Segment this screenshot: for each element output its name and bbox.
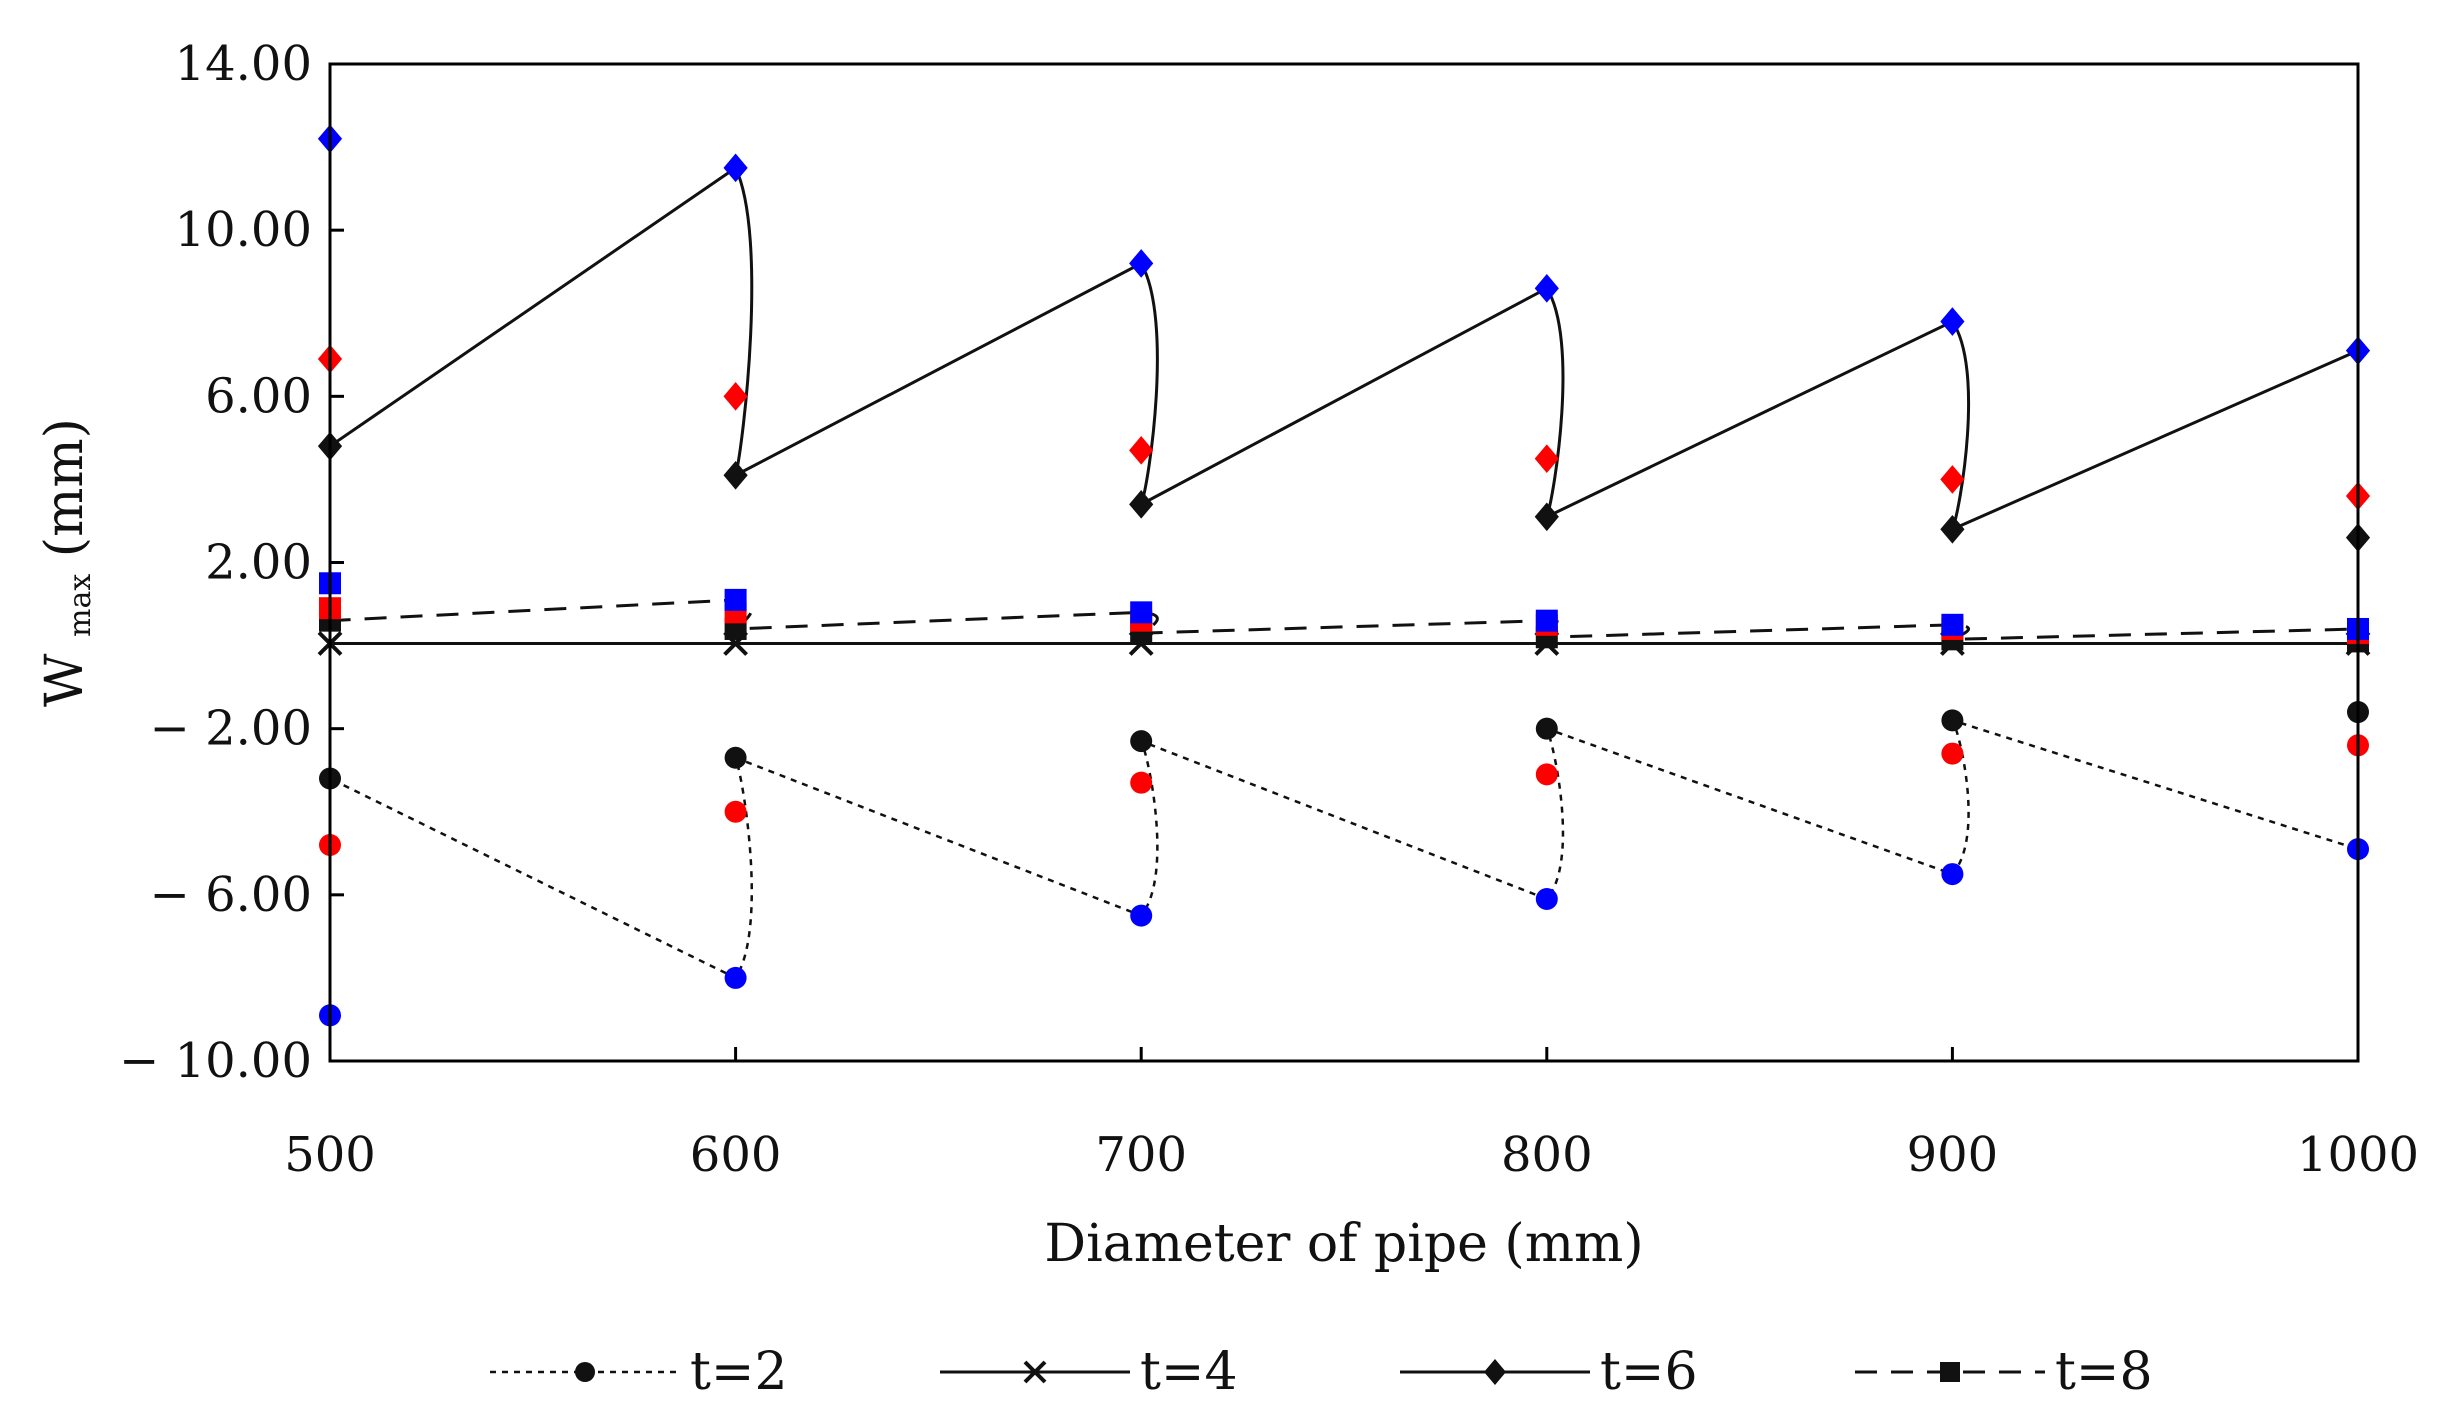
y-axis-ticks: 14.00 10.00 6.00 2.00 − 2.00 − 6.00 − 10.00 bbox=[119, 36, 344, 1089]
y-tick-label: 10.00 bbox=[175, 202, 312, 258]
data-point bbox=[1535, 717, 1558, 740]
y-tick-label: 6.00 bbox=[205, 368, 312, 424]
y-tick-label: − 6.00 bbox=[150, 867, 312, 923]
y-tick-label: 2.00 bbox=[205, 535, 312, 591]
legend-item: t=8 bbox=[1855, 1342, 2153, 1402]
data-point bbox=[1023, 1360, 1047, 1384]
series-t4 bbox=[317, 631, 2371, 656]
legend-item: t=2 bbox=[490, 1342, 788, 1402]
data-point bbox=[1940, 465, 1965, 494]
y-tick-label: − 2.00 bbox=[150, 701, 312, 757]
y-tick-label: 14.00 bbox=[175, 36, 312, 92]
x-tick-label: 900 bbox=[1907, 1127, 1999, 1183]
data-point bbox=[1484, 1359, 1506, 1385]
data-point bbox=[1941, 863, 1964, 886]
data-point bbox=[1129, 436, 1154, 465]
y-axis-title-unit: (mm) bbox=[35, 418, 95, 557]
data-point bbox=[1130, 730, 1153, 753]
data-point bbox=[1535, 887, 1558, 910]
data-point bbox=[1940, 514, 1965, 544]
plot-frame bbox=[328, 62, 2360, 1063]
legend-label: t=2 bbox=[690, 1342, 788, 1402]
data-point bbox=[1535, 763, 1558, 786]
data-point bbox=[1130, 771, 1153, 794]
legend: t=2 t=4 t=6 t=8 bbox=[490, 1342, 2153, 1402]
data-point bbox=[1534, 274, 1559, 303]
data-point bbox=[1129, 249, 1154, 278]
series-t6 bbox=[317, 124, 2371, 552]
x-axis-ticks: 500 600 700 800 900 1000 bbox=[284, 1047, 2419, 1183]
data-point bbox=[724, 966, 747, 989]
legend-label: t=6 bbox=[1600, 1342, 1698, 1402]
data-point bbox=[724, 746, 747, 769]
plot-area bbox=[317, 124, 2371, 1027]
data-point bbox=[1940, 307, 1965, 336]
data-point bbox=[1534, 444, 1559, 473]
data-point bbox=[575, 1362, 595, 1382]
data-point bbox=[1941, 709, 1964, 732]
data-point bbox=[724, 617, 747, 640]
data-point bbox=[1130, 601, 1153, 624]
x-tick-label: 800 bbox=[1501, 1127, 1593, 1183]
y-tick-label: − 10.00 bbox=[119, 1033, 312, 1089]
data-point bbox=[1941, 742, 1964, 765]
series-line bbox=[328, 718, 2359, 1016]
x-tick-label: 700 bbox=[1095, 1127, 1187, 1183]
y-axis-title-subscript: max bbox=[63, 574, 98, 637]
data-point bbox=[723, 460, 748, 490]
data-point bbox=[724, 588, 747, 611]
x-axis-title: Diameter of pipe (mm) bbox=[1044, 1214, 1643, 1274]
data-point bbox=[1941, 613, 1964, 636]
x-tick-label: 500 bbox=[284, 1127, 376, 1183]
data-point bbox=[723, 382, 748, 411]
y-axis-title: W max (mm) bbox=[35, 418, 103, 707]
data-point bbox=[723, 153, 748, 183]
legend-label: t=4 bbox=[1140, 1342, 1238, 1402]
series-t8 bbox=[319, 572, 2369, 653]
data-point bbox=[1130, 904, 1153, 927]
series-line bbox=[328, 138, 2359, 533]
data-point bbox=[724, 800, 747, 823]
data-point bbox=[1534, 502, 1559, 532]
x-tick-label: 1000 bbox=[2297, 1127, 2419, 1183]
data-point bbox=[1940, 1362, 1960, 1382]
x-tick-label: 600 bbox=[690, 1127, 782, 1183]
series-t2 bbox=[319, 701, 2369, 1027]
y-axis-title-main: W bbox=[35, 653, 95, 707]
series-line bbox=[328, 583, 2359, 641]
data-point bbox=[1129, 490, 1154, 519]
legend-item: t=6 bbox=[1400, 1342, 1698, 1402]
legend-item: t=4 bbox=[940, 1342, 1238, 1402]
legend-label: t=8 bbox=[2055, 1342, 2153, 1402]
data-point bbox=[1535, 609, 1558, 632]
